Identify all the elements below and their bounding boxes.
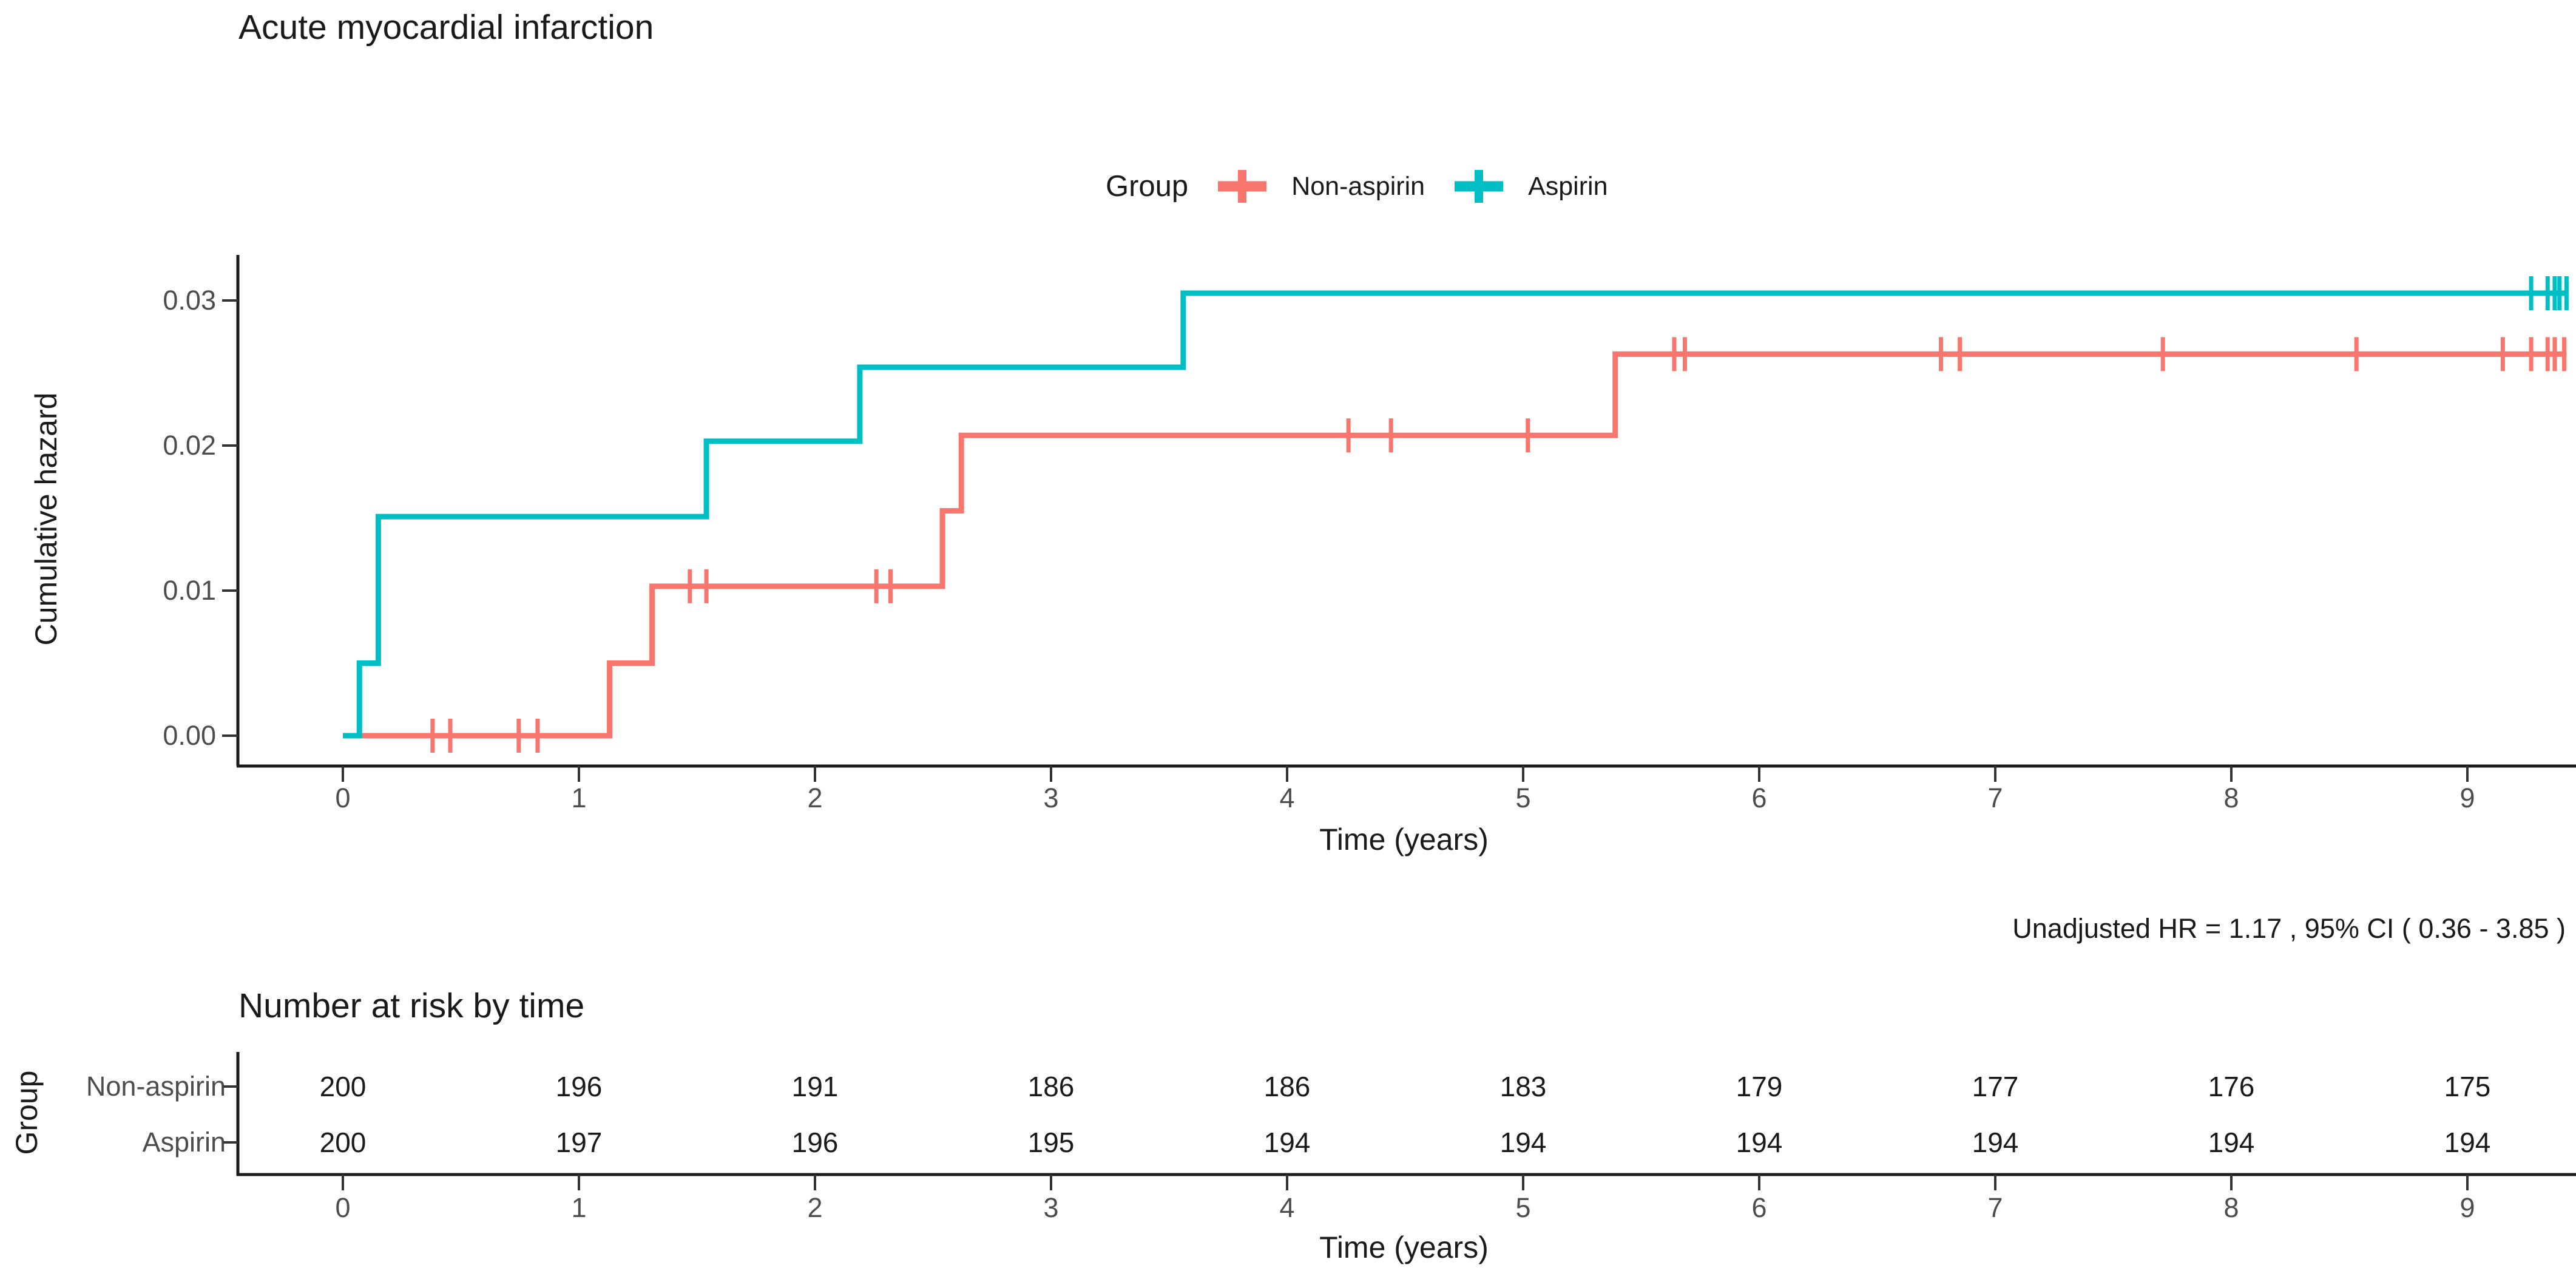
risk-count: 177 xyxy=(1972,1071,2019,1102)
x-tick-label: 7 xyxy=(1987,782,2003,813)
x-tick-label: 4 xyxy=(1279,782,1294,813)
risk-count: 194 xyxy=(1972,1127,2019,1158)
risk-x-tick-label: 9 xyxy=(2459,1192,2475,1223)
x-tick-label: 5 xyxy=(1515,782,1530,813)
x-tick-label: 6 xyxy=(1751,782,1766,813)
y-tick-label: 0.03 xyxy=(163,285,216,316)
risk-count: 175 xyxy=(2444,1071,2491,1102)
risk-table-title: Number at risk by time xyxy=(238,986,585,1025)
risk-count: 194 xyxy=(1264,1127,1311,1158)
risk-count: 195 xyxy=(1028,1127,1075,1158)
risk-x-tick-label: 7 xyxy=(1987,1192,2003,1223)
risk-count: 176 xyxy=(2208,1071,2255,1102)
risk-count: 186 xyxy=(1264,1071,1311,1102)
risk-x-tick-label: 6 xyxy=(1751,1192,1766,1223)
legend-plus-marker xyxy=(1218,170,1267,203)
risk-x-tick-label: 0 xyxy=(335,1192,350,1223)
risk-x-tick-label: 8 xyxy=(2223,1192,2239,1223)
risk-row-label: Aspirin xyxy=(142,1127,226,1158)
risk-x-tick-label: 2 xyxy=(807,1192,822,1223)
hazard-curve-non-aspirin xyxy=(343,351,2567,739)
legend-title: Group xyxy=(1106,170,1189,203)
plot-title: Acute myocardial infarction xyxy=(238,8,654,47)
risk-x-tick-label: 1 xyxy=(571,1192,586,1223)
legend-item-label: Aspirin xyxy=(1528,171,1608,201)
y-tick-label: 0.01 xyxy=(163,575,216,606)
risk-count: 183 xyxy=(1500,1071,1547,1102)
x-tick-label: 3 xyxy=(1043,782,1058,813)
hazard-curve-aspirin xyxy=(343,290,2567,739)
risk-count: 196 xyxy=(556,1071,603,1102)
risk-count: 186 xyxy=(1028,1071,1075,1102)
risk-x-tick-label: 3 xyxy=(1043,1192,1058,1223)
risk-count: 191 xyxy=(792,1071,839,1102)
x-tick-label: 0 xyxy=(335,782,350,813)
risk-x-axis-title: Time (years) xyxy=(1319,1230,1489,1264)
risk-count: 194 xyxy=(2208,1127,2255,1158)
y-tick-label: 0.02 xyxy=(163,430,216,461)
risk-count: 179 xyxy=(1736,1071,1783,1102)
x-tick-label: 1 xyxy=(571,782,586,813)
risk-x-tick-label: 4 xyxy=(1279,1192,1294,1223)
risk-table-y-axis-title: Group xyxy=(10,1070,44,1155)
risk-row-label: Non-aspirin xyxy=(86,1071,226,1102)
risk-count: 196 xyxy=(792,1127,839,1158)
y-tick-label: 0.00 xyxy=(163,720,216,751)
hazard-ratio-annotation: Unadjusted HR = 1.17 , 95% CI ( 0.36 - 3… xyxy=(2012,913,2566,944)
risk-count: 194 xyxy=(2444,1127,2491,1158)
legend: Group Non-aspirin Aspirin xyxy=(1106,166,1608,206)
x-tick-label: 9 xyxy=(2459,782,2475,813)
x-axis-title: Time (years) xyxy=(1319,822,1489,856)
x-tick-label: 2 xyxy=(807,782,822,813)
x-tick-label: 8 xyxy=(2223,782,2239,813)
risk-count: 200 xyxy=(320,1071,367,1102)
legend-item-aspirin: Aspirin xyxy=(1453,167,1608,206)
legend-item-non-aspirin: Non-aspirin xyxy=(1216,167,1425,206)
legend-plus-marker xyxy=(1455,170,1504,203)
legend-item-label: Non-aspirin xyxy=(1291,171,1425,201)
risk-count: 197 xyxy=(556,1127,603,1158)
risk-x-tick-label: 5 xyxy=(1515,1192,1530,1223)
risk-count: 200 xyxy=(320,1127,367,1158)
risk-count: 194 xyxy=(1736,1127,1783,1158)
risk-count: 194 xyxy=(1500,1127,1547,1158)
